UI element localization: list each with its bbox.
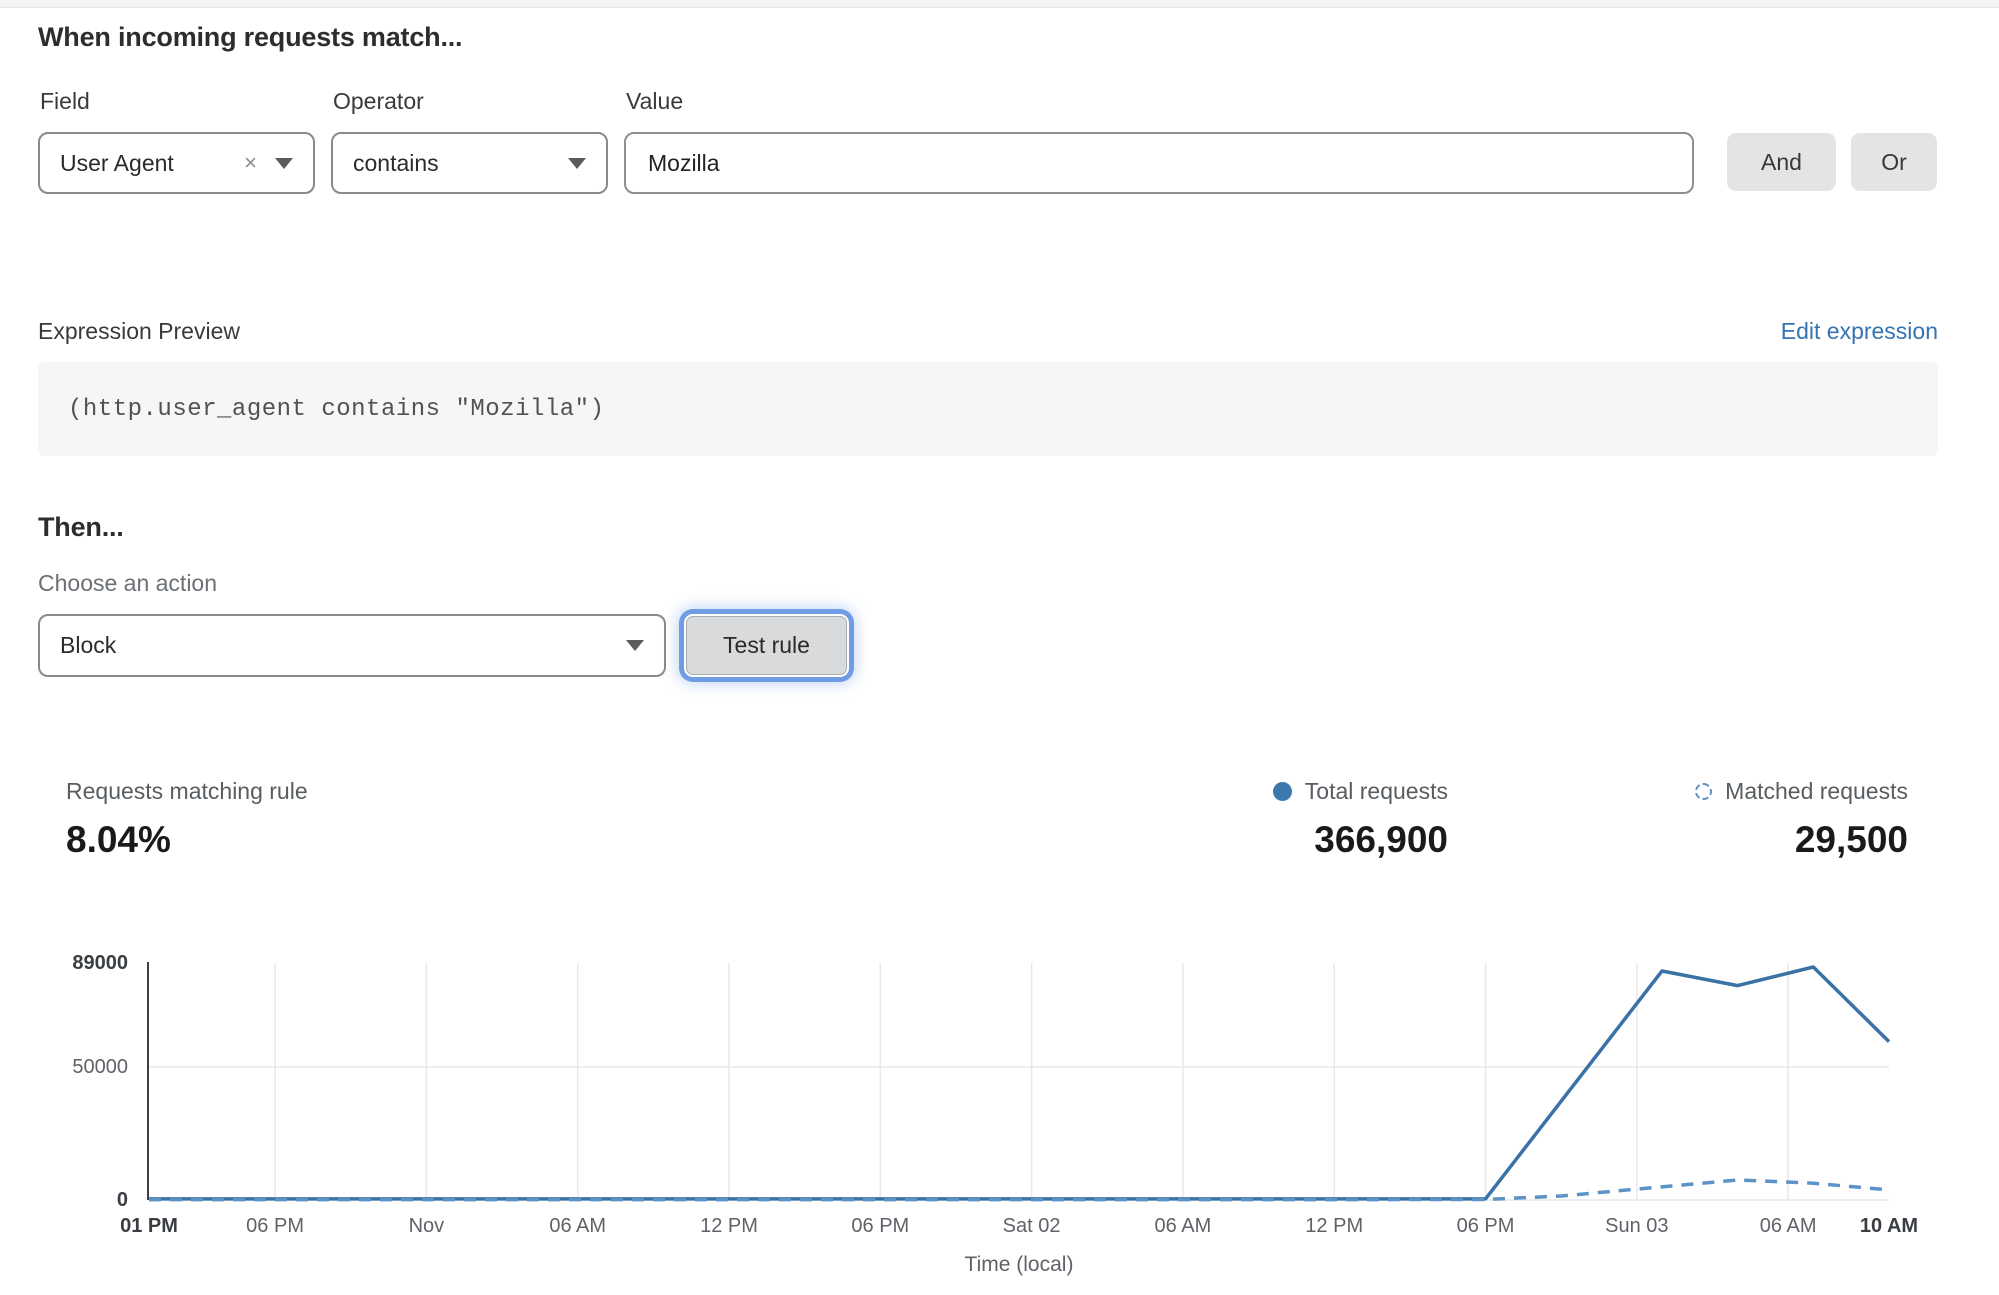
field-label: Field [40, 88, 90, 114]
requests-chart [149, 963, 1891, 1202]
y-tick-label: 89000 [72, 952, 128, 974]
then-section-title: Then... [38, 512, 124, 542]
matched-requests-label: Matched requests [1725, 778, 1908, 804]
x-tick-label: 12 PM [700, 1215, 758, 1237]
choose-action-label: Choose an action [38, 570, 218, 596]
field-select-value: User Agent [60, 149, 174, 176]
requests-matching-value: 8.04% [66, 819, 171, 860]
chart-x-axis-title: Time (local) [964, 1253, 1074, 1276]
match-section-title: When incoming requests match... [38, 22, 463, 52]
x-tick-label: 01 PM [120, 1215, 178, 1237]
total-requests-stat: Total requests 366,900 [1272, 778, 1448, 861]
total-requests-line [149, 965, 1891, 1201]
x-tick-label: Nov [408, 1215, 445, 1237]
x-tick-label: 06 AM [1154, 1215, 1212, 1237]
matched-requests-line [149, 1178, 1890, 1202]
dashed-circle-icon [1695, 783, 1713, 800]
expression-code-block: (http.user_agent contains "Mozilla") [38, 362, 1938, 456]
matched-requests-stat: Matched requests 29,500 [1695, 778, 1908, 861]
test-rule-button[interactable]: Test rule [686, 616, 847, 675]
y-tick-label: 0 [116, 1189, 128, 1211]
x-tick-label: 06 PM [246, 1215, 304, 1237]
x-tick-label: Sun 03 [1605, 1215, 1669, 1237]
x-tick-label: Sat 02 [1002, 1215, 1061, 1237]
and-button[interactable]: And [1727, 133, 1836, 191]
clear-field-icon[interactable]: × [244, 150, 257, 175]
total-requests-legend: Total requests [1272, 778, 1448, 805]
chart-plot-svg [149, 963, 1891, 1202]
solid-dot-icon [1272, 782, 1292, 801]
field-select[interactable]: User Agent × [38, 132, 315, 194]
edit-expression-link[interactable]: Edit expression [1780, 318, 1938, 344]
operator-select[interactable]: contains [331, 132, 608, 194]
requests-matching-label: Requests matching rule [66, 778, 308, 804]
x-tick-label: 06 AM [549, 1215, 607, 1237]
value-label: Value [626, 88, 684, 114]
chart-y-axis-labels: 0 50000 89000 [0, 952, 140, 1211]
chevron-down-icon [568, 157, 586, 169]
chart-x-axis-labels: 01 PM 06 PM Nov 06 AM 12 PM 06 PM Sat 02 06 AM 1… [120, 1215, 1918, 1241]
total-requests-label: Total requests [1304, 778, 1448, 804]
requests-matching-stat: Requests matching rule 8.04% [66, 778, 308, 861]
expression-preview-label: Expression Preview [38, 318, 240, 344]
action-select-value: Block [60, 632, 117, 658]
x-tick-label: 06 PM [1456, 1215, 1515, 1237]
action-select[interactable]: Block [38, 614, 666, 677]
x-tick-label: 10 AM [1859, 1215, 1919, 1237]
chart-y-axis-line [147, 962, 149, 1200]
chevron-down-icon [626, 640, 644, 651]
x-tick-label: 06 AM [1759, 1215, 1817, 1237]
y-tick-label: 50000 [72, 1055, 128, 1078]
value-input[interactable] [624, 132, 1694, 194]
top-divider [0, 0, 1999, 8]
matched-requests-value: 29,500 [1794, 819, 1908, 860]
operator-select-value: contains [353, 149, 439, 176]
expression-code: (http.user_agent contains "Mozilla") [68, 395, 605, 423]
or-button[interactable]: Or [1851, 133, 1937, 191]
total-requests-value: 366,900 [1314, 819, 1448, 860]
matched-requests-legend: Matched requests [1695, 778, 1908, 805]
chevron-down-icon [275, 157, 293, 169]
operator-label: Operator [333, 88, 424, 114]
x-tick-label: 12 PM [1305, 1215, 1364, 1237]
x-tick-label: 06 PM [851, 1215, 910, 1237]
